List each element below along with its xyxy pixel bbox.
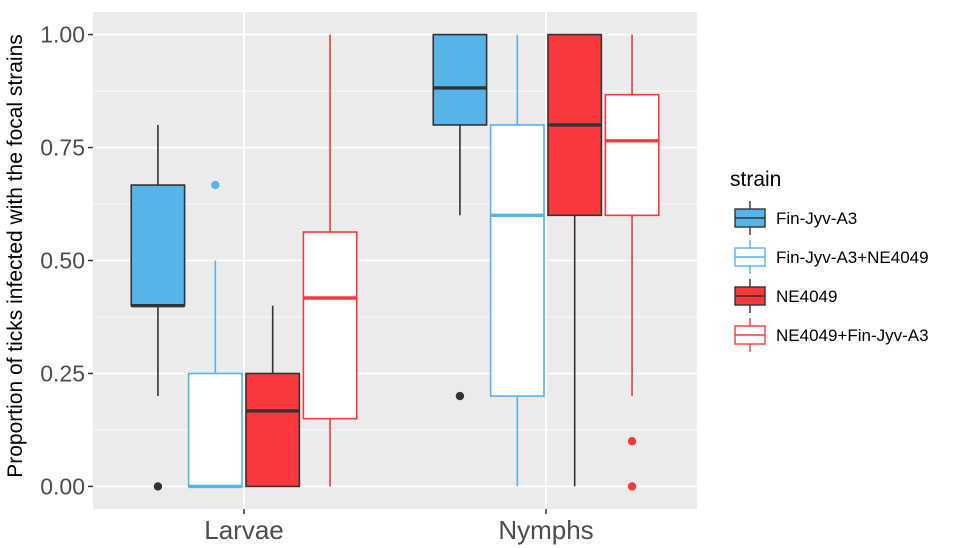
box-fin-jyv-a3-nymphs — [432, 33, 488, 401]
iqr-box — [489, 124, 545, 397]
outlier-point — [211, 180, 220, 190]
iqr-box — [604, 93, 660, 217]
iqr-box — [130, 184, 186, 307]
box-fin-jyv-a3-ne4049-larvae — [187, 180, 243, 489]
x-category-label: Nymphs — [498, 515, 593, 545]
iqr-box — [432, 33, 488, 126]
legend-item: Fin-Jyv-A3 — [729, 199, 857, 237]
x-category-label: Larvae — [204, 515, 284, 545]
box-fin-jyv-a3-ne4049-nymphs — [489, 34, 545, 487]
y-tick-label: 1.00 — [40, 22, 85, 48]
legend-label: NE4049 — [776, 287, 837, 306]
legend-item: NE4049+Fin-Jyv-A3 — [729, 316, 929, 354]
box-ne4049-nymphs — [547, 33, 603, 487]
y-tick-label: 0.00 — [40, 473, 85, 499]
iqr-box — [302, 231, 358, 420]
axis-layer: 0.00 0.25 0.50 0.75 1.00 Larvae Nymphs — [40, 22, 593, 545]
box-ne4049-fin-jyv-a3-nymphs — [604, 34, 660, 491]
legend-label: Fin-Jyv-A3 — [776, 209, 857, 228]
outlier-point — [455, 391, 465, 401]
box-layer — [130, 33, 660, 491]
y-tick-label: 0.25 — [40, 360, 85, 386]
legend-title: strain — [730, 168, 781, 191]
y-tick-label: 0.50 — [40, 248, 85, 274]
outlier-point — [627, 482, 637, 491]
y-tick-label: 0.75 — [40, 135, 85, 161]
iqr-box — [187, 372, 243, 488]
legend-item: Fin-Jyv-A3+NE4049 — [729, 238, 929, 276]
legend: strain Fin-Jyv-A3 Fin-Jyv-A3+NE4049 NE4049… — [729, 168, 929, 354]
legend-label: Fin-Jyv-A3+NE4049 — [776, 248, 929, 267]
box-fin-jyv-a3-larvae — [130, 124, 186, 491]
iqr-box — [245, 372, 301, 488]
legend-item: NE4049 — [729, 277, 837, 315]
box-ne4049-fin-jyv-a3-larvae — [302, 34, 358, 487]
grid-layer — [93, 12, 697, 509]
box-ne4049-larvae — [245, 305, 301, 488]
outlier-point — [627, 437, 637, 446]
y-axis-title: Proportion of ticks infected with the fo… — [4, 34, 27, 478]
legend-label: NE4049+Fin-Jyv-A3 — [776, 326, 929, 345]
outlier-point — [153, 482, 163, 491]
